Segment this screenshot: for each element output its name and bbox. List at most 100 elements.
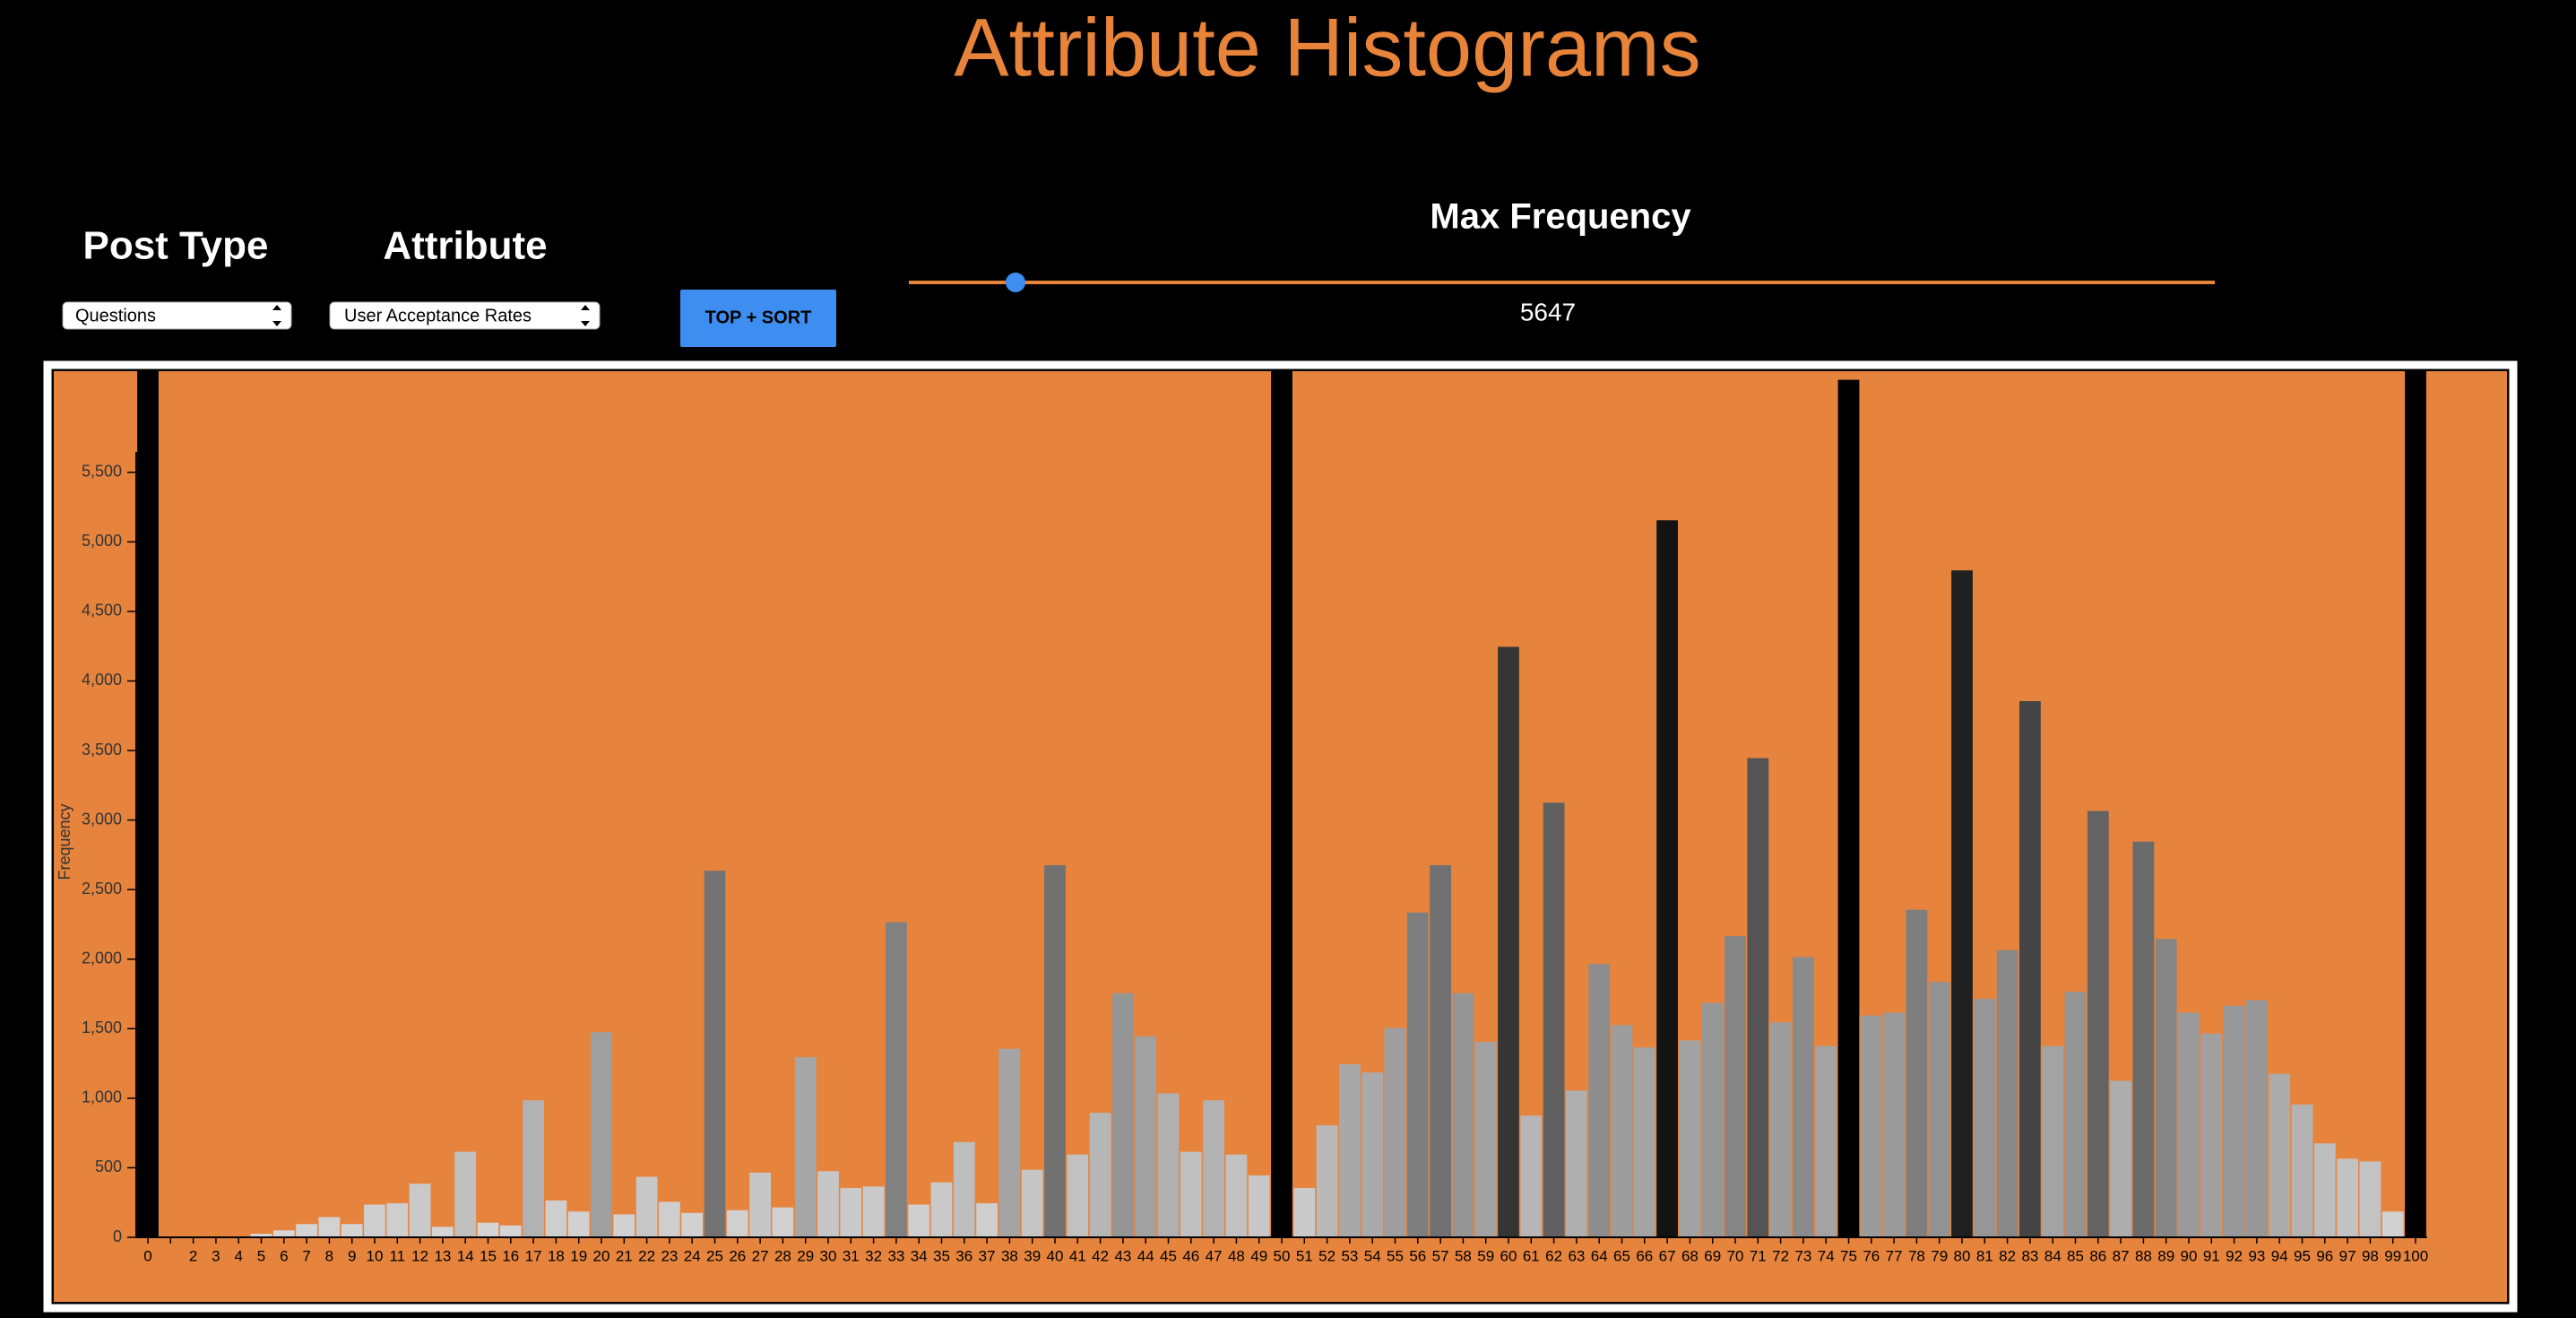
bar: [453, 1150, 478, 1238]
bar: [2131, 840, 2156, 1238]
bar: [1972, 997, 1997, 1238]
x-tick-label: 13: [434, 1247, 451, 1264]
x-tick-label: 97: [2339, 1247, 2356, 1264]
post-type-select[interactable]: Questions: [62, 301, 292, 330]
x-tick-label: 88: [2135, 1247, 2152, 1264]
bar: [317, 1215, 341, 1238]
bar: [2176, 1010, 2201, 1238]
bar: [657, 1200, 682, 1238]
bar: [1655, 518, 1680, 1238]
x-tick-label: 70: [1727, 1247, 1744, 1264]
x-tick-label: 2: [189, 1247, 197, 1264]
bar: [2358, 1159, 2382, 1238]
bar: [771, 1206, 795, 1238]
bar: [1451, 992, 1475, 1238]
bar: [1360, 1071, 1385, 1238]
bar: [498, 1224, 523, 1238]
bar: [385, 1201, 410, 1238]
x-tick-label: 44: [1137, 1247, 1154, 1264]
bar: [1564, 1088, 1589, 1238]
x-tick-label: 22: [638, 1247, 655, 1264]
x-tick-label: 33: [887, 1247, 904, 1264]
select-box[interactable]: [62, 301, 292, 330]
x-tick-label: 41: [1069, 1247, 1086, 1264]
bar: [1813, 1045, 1838, 1238]
x-tick-label: 45: [1160, 1247, 1177, 1264]
bar: [430, 1225, 455, 1238]
x-tick-label: 65: [1613, 1247, 1630, 1264]
bar: [476, 1221, 500, 1238]
x-tick-label: 50: [1274, 1247, 1291, 1264]
y-tick-label: 5,000: [82, 532, 122, 550]
x-tick-label: 35: [933, 1247, 950, 1264]
button-label[interactable]: TOP + SORT: [705, 308, 812, 327]
x-tick-label: 99: [2384, 1247, 2401, 1264]
x-tick-label: 19: [570, 1247, 587, 1264]
slider-thumb[interactable]: [1006, 273, 1025, 292]
x-tick-label: 73: [1794, 1247, 1811, 1264]
bar: [544, 1199, 568, 1238]
select-box[interactable]: [329, 301, 601, 330]
x-tick-label: 43: [1114, 1247, 1131, 1264]
bar: [1088, 1111, 1112, 1238]
y-tick-label: 4,500: [82, 602, 122, 620]
x-tick-label: 63: [1568, 1247, 1585, 1264]
bar: [2244, 998, 2269, 1238]
x-tick-label: 32: [865, 1247, 882, 1264]
x-tick-label: 74: [1818, 1247, 1835, 1264]
x-tick-label: 69: [1704, 1247, 1721, 1264]
x-tick-label: 49: [1250, 1247, 1267, 1264]
bar: [2063, 990, 2088, 1238]
x-tick-label: 29: [797, 1247, 814, 1264]
bar: [838, 1186, 863, 1238]
x-tick-label: 82: [1999, 1247, 2016, 1264]
select-value[interactable]: User Acceptance Rates: [344, 306, 532, 325]
bar: [1428, 863, 1453, 1238]
x-tick-label: 72: [1772, 1247, 1789, 1264]
bar: [1837, 378, 1861, 1238]
bar: [2335, 1157, 2360, 1238]
y-tick-label: 500: [95, 1158, 122, 1175]
button-box[interactable]: [680, 290, 836, 347]
x-tick-label: 92: [2226, 1247, 2243, 1264]
bar: [929, 1181, 954, 1238]
x-tick-label: 42: [1092, 1247, 1109, 1264]
bar: [1995, 949, 2019, 1238]
bar: [2312, 1141, 2338, 1238]
x-tick-label: 20: [593, 1247, 610, 1264]
bar: [1315, 1123, 1339, 1238]
y-tick-label: 3,500: [82, 741, 122, 759]
x-tick-label: 46: [1182, 1247, 1199, 1264]
x-tick-label: 79: [1931, 1247, 1948, 1264]
x-tick-label: 21: [616, 1247, 633, 1264]
bar: [1111, 992, 1136, 1238]
x-tick-label: 81: [1976, 1247, 1993, 1264]
slider-value: 5647: [1520, 298, 1576, 325]
x-tick-label: 37: [979, 1247, 996, 1264]
bar: [2154, 937, 2179, 1238]
x-tick-label: 5: [257, 1247, 265, 1264]
x-tick-label: 71: [1750, 1247, 1767, 1264]
page-title: Attribute Histograms: [954, 2, 1700, 93]
select-value[interactable]: Questions: [75, 306, 156, 325]
x-tick-label: 91: [2203, 1247, 2220, 1264]
x-tick-label: 93: [2248, 1247, 2265, 1264]
bar: [1859, 1014, 1884, 1238]
bar: [952, 1140, 977, 1238]
bar: [906, 1203, 931, 1238]
bar: [816, 1169, 841, 1238]
x-tick-label: 31: [843, 1247, 860, 1264]
x-tick-label: 30: [820, 1247, 837, 1264]
bar: [521, 1098, 546, 1238]
x-tick-label: 58: [1455, 1247, 1472, 1264]
sort-button[interactable]: TOP + SORT: [680, 290, 836, 347]
x-tick-label: 96: [2316, 1247, 2333, 1264]
attribute-select[interactable]: User Acceptance Rates: [329, 301, 601, 330]
x-tick-label: 90: [2181, 1247, 2198, 1264]
bar: [1383, 1027, 1407, 1238]
bar: [1269, 371, 1294, 1238]
bar: [1723, 934, 1748, 1238]
bar: [1586, 962, 1612, 1238]
x-tick-label: 78: [1908, 1247, 1925, 1264]
bar: [589, 1030, 614, 1238]
